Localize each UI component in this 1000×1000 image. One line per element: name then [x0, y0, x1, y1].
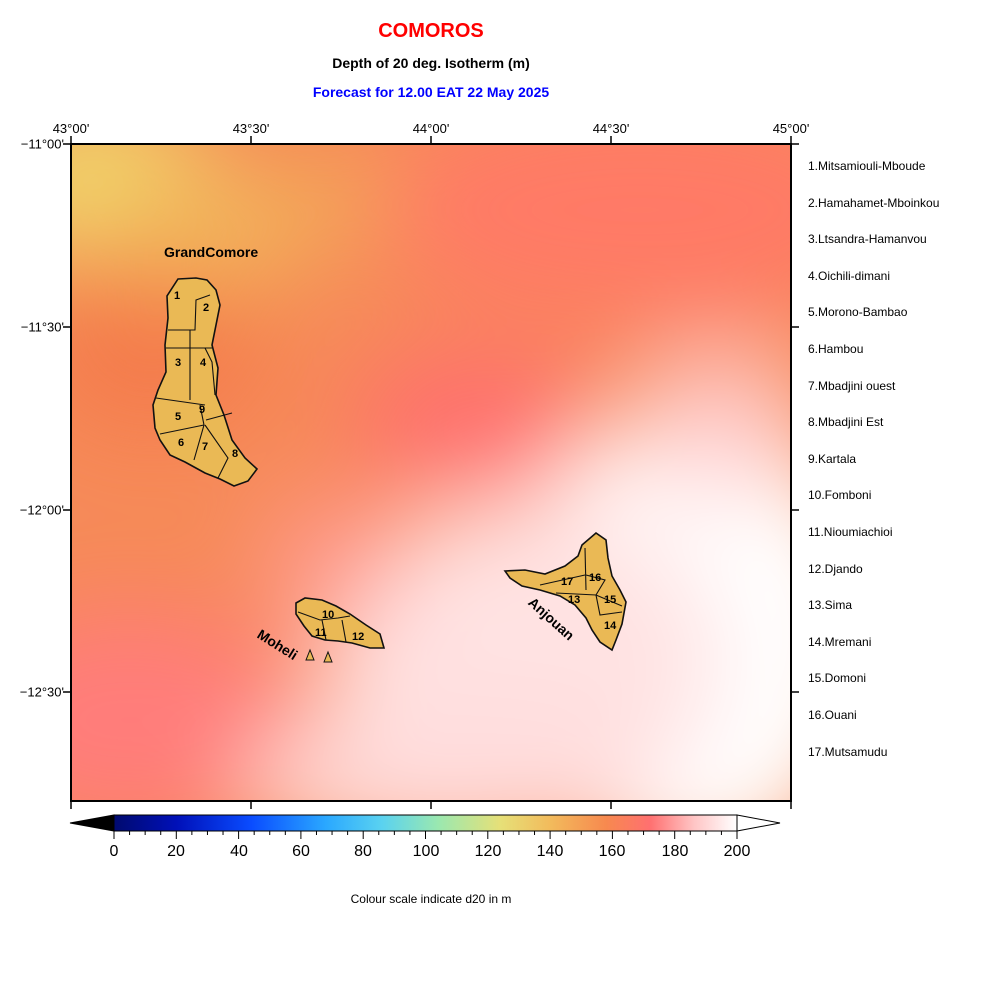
colorbar-label: 80 — [354, 843, 372, 860]
colorbar-label: 20 — [167, 843, 185, 860]
legend-item: 7.Mbadjini ouest — [808, 378, 896, 393]
island-moheli — [295, 597, 386, 663]
legend-item: 16.Ouani — [808, 707, 857, 722]
region-number: 13 — [568, 594, 581, 606]
legend-item: 1.Mitsamiouli-Mboude — [808, 159, 926, 173]
region-number: 11 — [315, 627, 327, 639]
region-number: 8 — [232, 448, 239, 460]
legend-item: 8.Mbadjini Est — [808, 415, 884, 430]
legend-item: 6.Hambou — [808, 341, 864, 356]
island-grande-comore — [152, 277, 259, 487]
map-title: COMOROS — [378, 20, 484, 42]
map-subtitle: Depth of 20 deg. Isotherm (m) — [332, 55, 530, 71]
colorbar — [69, 814, 781, 839]
colorbar-label: 200 — [723, 843, 751, 860]
region-number: 3 — [175, 357, 182, 369]
legend-item: 14.Mremani — [808, 634, 872, 649]
legend-item: 10.Fomboni — [808, 488, 872, 503]
lat-label: −11°30' — [20, 319, 64, 335]
label-grand-comore: GrandComore — [164, 244, 259, 260]
legend-item: 9.Kartala — [808, 451, 857, 466]
colorbar-label: 60 — [292, 843, 310, 860]
colorbar-label: 160 — [598, 843, 626, 860]
legend-item: 5.Morono-Bambao — [808, 305, 908, 320]
colorbar-caption: Colour scale indicate d20 in m — [350, 892, 512, 906]
legend-item: 13.Sima — [808, 598, 853, 613]
region-number: 5 — [175, 411, 182, 423]
axis-ticks — [63, 136, 799, 809]
region-number: 1 — [174, 290, 181, 302]
colorbar-label: 100 — [412, 843, 440, 860]
region-number: 6 — [178, 437, 185, 449]
region-number: 2 — [203, 302, 210, 314]
colorbar-label: 0 — [109, 843, 119, 860]
lon-label: 43°30' — [232, 121, 270, 136]
legend-item: 2.Hamahamet-Mboinkou — [808, 195, 940, 210]
colorbar-label: 120 — [474, 843, 502, 860]
lon-label: 45°00' — [772, 121, 810, 136]
region-legend: 1.Mitsamiouli-Mboude 2.Hamahamet-Mboinko… — [808, 158, 939, 780]
forecast-time: Forecast for 12.00 EAT 22 May 2025 — [312, 84, 550, 100]
colorbar-label: 140 — [536, 843, 564, 860]
region-number: 4 — [200, 357, 207, 369]
legend-item: 3.Ltsandra-Hamanvou — [808, 232, 927, 247]
region-number: 14 — [604, 620, 617, 632]
region-number: 17 — [561, 576, 574, 588]
region-number: 15 — [604, 594, 617, 606]
colorbar-label: 40 — [230, 843, 248, 860]
region-number: 16 — [589, 572, 602, 584]
lat-label: −12°30' — [19, 684, 64, 700]
region-number: 7 — [202, 441, 209, 453]
region-number: 9 — [199, 404, 206, 416]
legend-item: 4.Oichili-dimani — [808, 268, 891, 283]
depth-field — [71, 144, 791, 801]
legend-item: 17.Mutsamudu — [808, 744, 888, 759]
colorbar-label: 180 — [661, 843, 689, 860]
region-number: 12 — [352, 631, 365, 643]
lon-label: 43°00' — [52, 121, 90, 136]
lon-label: 44°30' — [592, 121, 630, 136]
lat-label: −12°00' — [19, 502, 64, 518]
island-anjouan — [503, 531, 627, 652]
lat-label: −11°00' — [20, 136, 64, 152]
region-number: 10 — [322, 609, 335, 621]
legend-item: 12.Djando — [808, 561, 863, 576]
legend-item: 11.Nioumiachioi — [808, 524, 893, 539]
lon-label: 44°00' — [412, 121, 450, 136]
legend-item: 15.Domoni — [808, 671, 867, 686]
